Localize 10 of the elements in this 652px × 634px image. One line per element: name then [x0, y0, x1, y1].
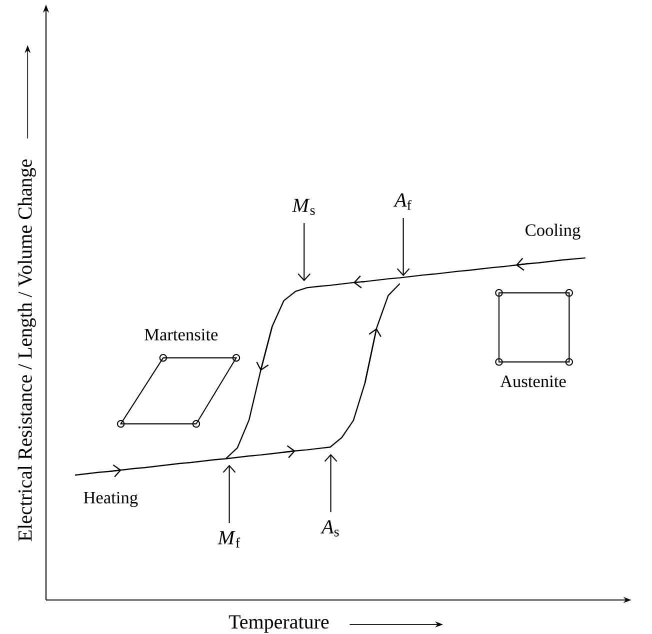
text: Cooling — [526, 224, 580, 240]
annotation: M$_{f}$ — [218, 531, 240, 548]
annotation: A$_{s}$ — [320, 520, 339, 536]
annotation: Austenite — [500, 376, 566, 388]
text: M$_{s}$ — [292, 198, 315, 215]
y-axis-title: Electrical Resistance / Length / Volume Change — [18, 159, 36, 542]
x-axis-title: Temperature — [228, 615, 329, 633]
text: A$_{f}$ — [393, 193, 412, 210]
annotation: Martensite — [144, 328, 218, 340]
annotation: Heating — [84, 492, 138, 508]
